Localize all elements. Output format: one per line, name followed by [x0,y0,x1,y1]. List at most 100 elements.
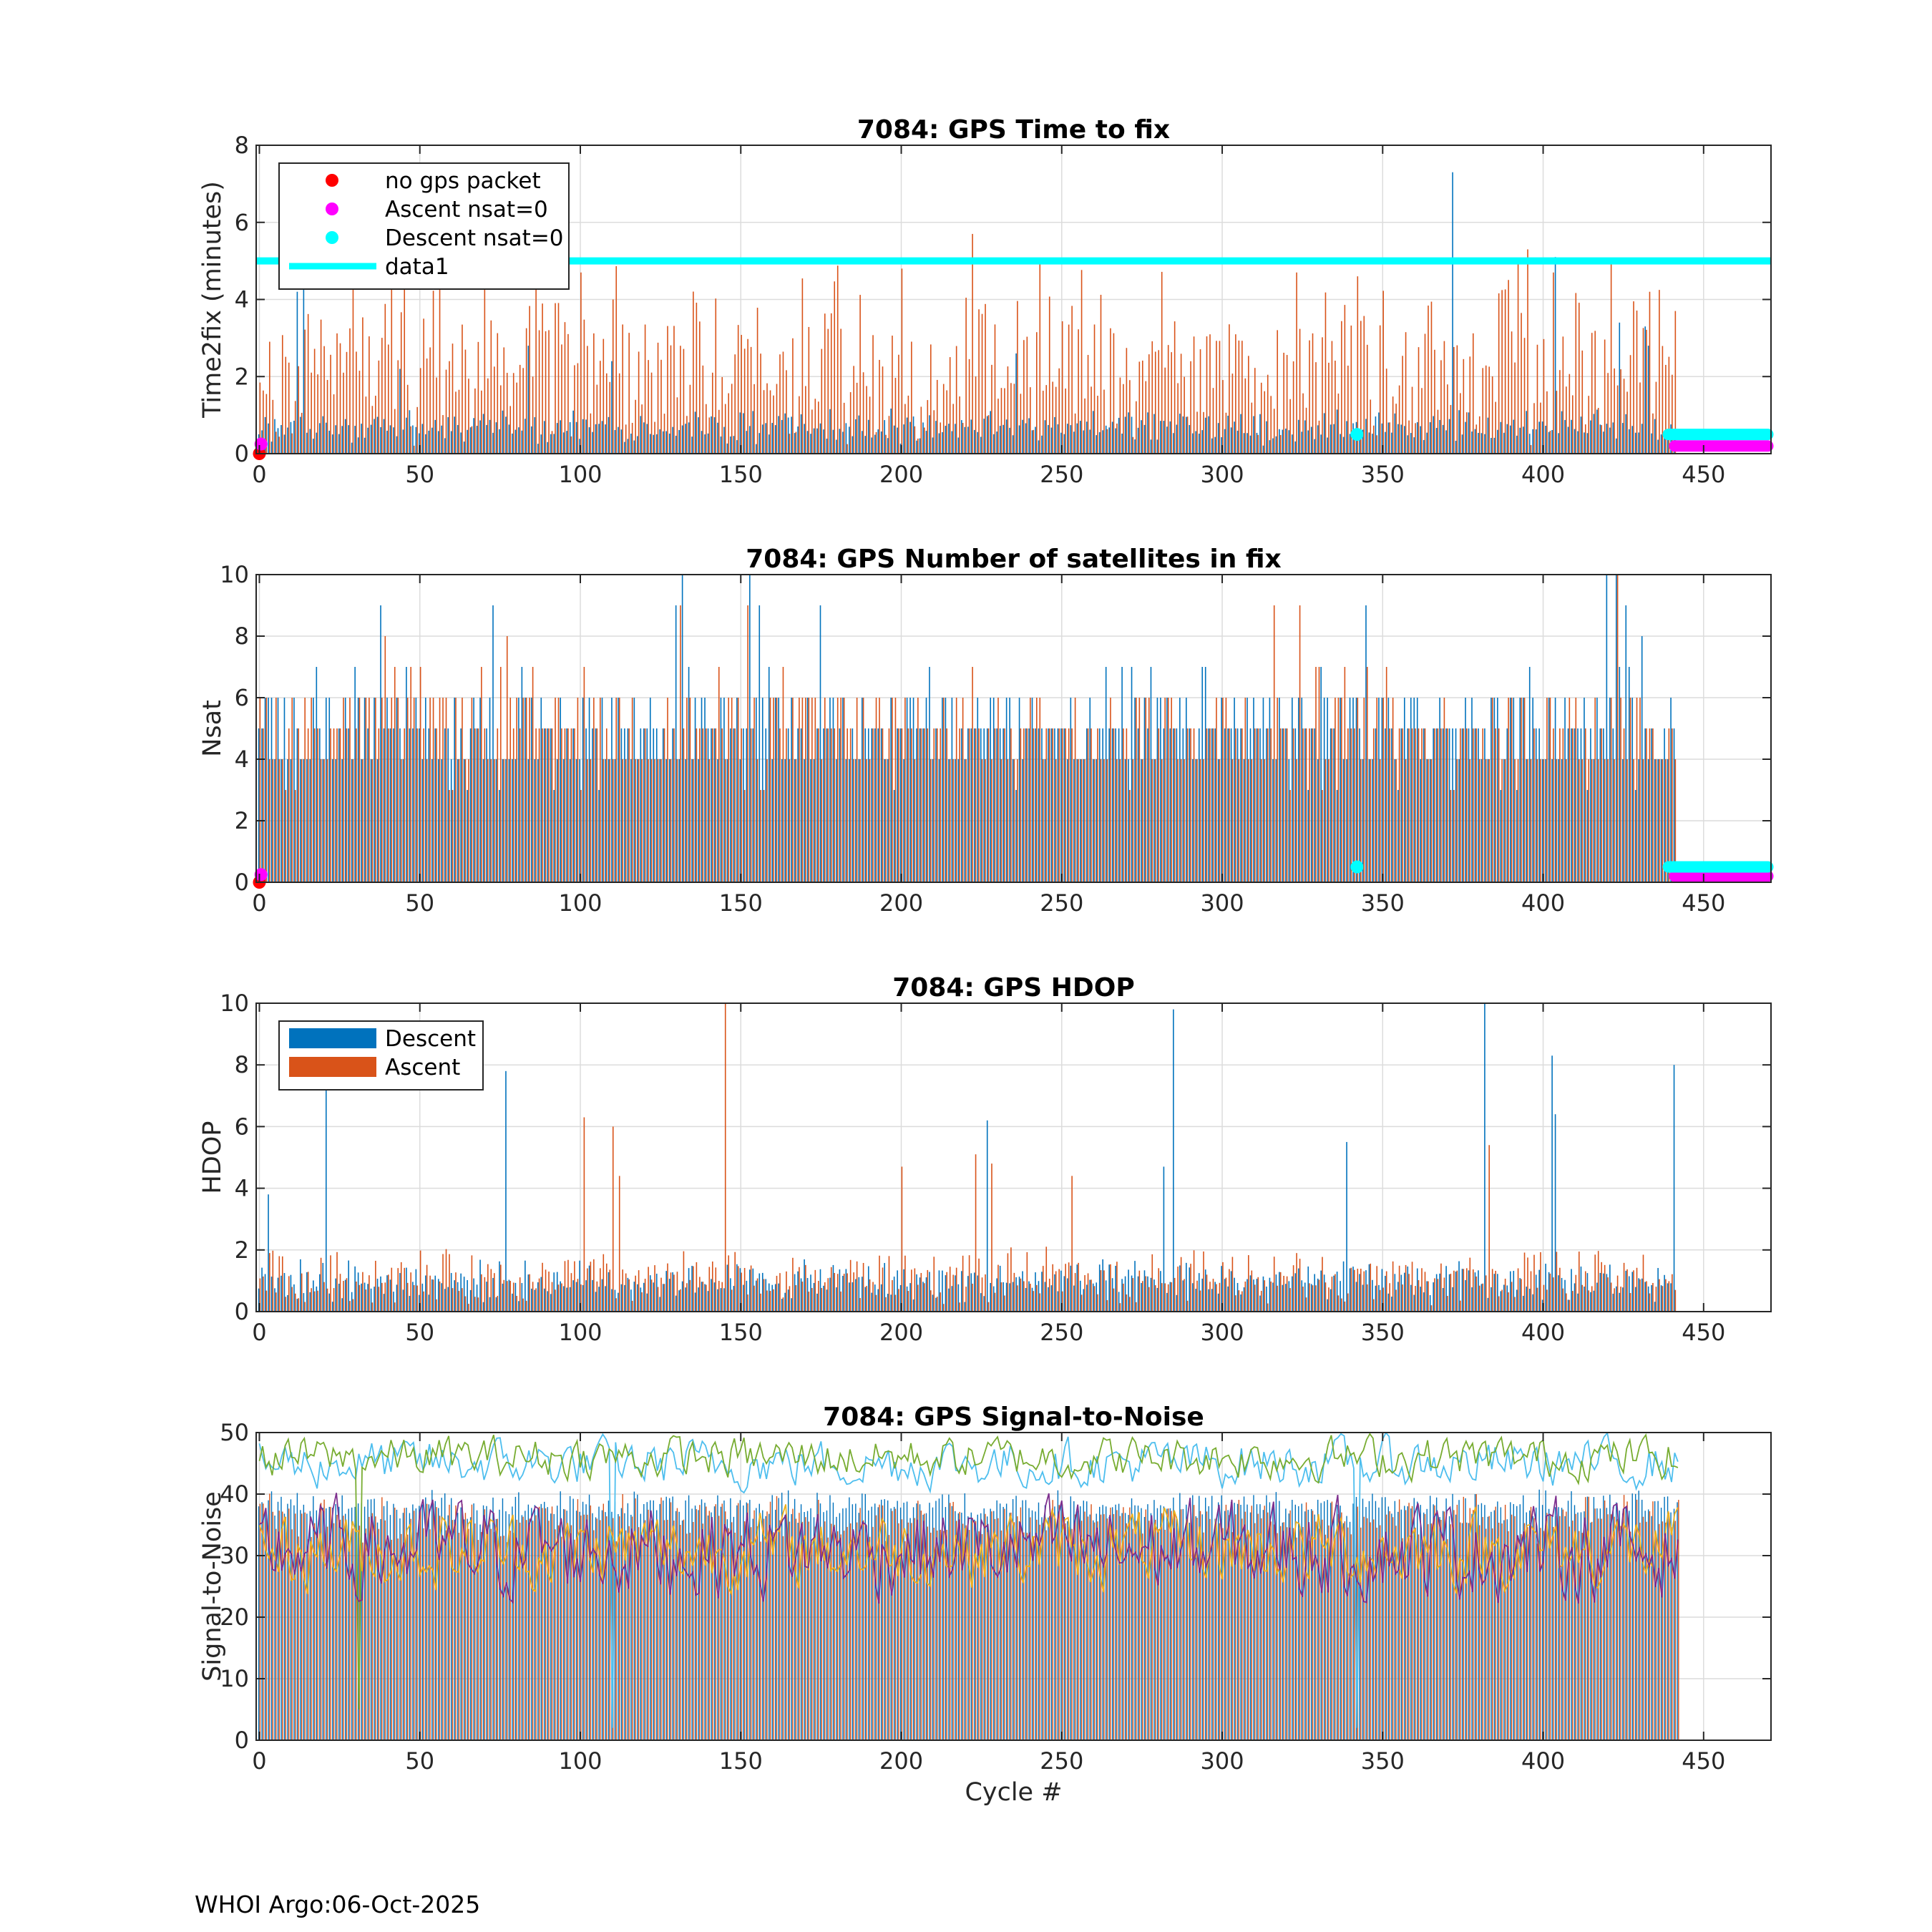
bar [1466,1268,1468,1312]
bar [810,1274,811,1312]
bar [992,434,995,454]
bar [1528,1289,1531,1312]
bar [354,426,356,454]
bar [724,759,726,882]
bar [1337,1514,1340,1740]
bar [1156,698,1158,882]
bar [739,1500,741,1740]
bar [1359,728,1360,882]
bar [1217,1502,1219,1740]
bar [1664,433,1665,454]
bar [749,1500,751,1740]
bar [1030,1284,1031,1312]
bar [991,759,992,882]
bar [1208,1289,1209,1312]
bar [1328,1287,1330,1312]
bar [386,698,388,882]
bar [638,1270,640,1312]
bar [1310,728,1312,882]
bar [624,728,625,882]
bar [1320,1270,1322,1312]
y-tick-label: 2 [235,807,249,834]
bar [983,1296,985,1312]
bar [967,728,969,882]
bar [1629,698,1631,882]
bar [1123,1283,1124,1312]
bar [1442,1288,1444,1312]
bar [506,1281,508,1312]
bar [1586,1273,1589,1312]
bar [306,1272,308,1312]
bar [680,1289,681,1312]
bar [561,1536,562,1740]
bar [1017,301,1018,454]
bar [609,759,611,882]
x-tick-label: 250 [1040,889,1083,917]
bar [711,728,713,882]
bar [1025,1287,1027,1312]
bar [1519,1504,1521,1740]
bar [551,1282,553,1312]
bar [1456,1504,1458,1740]
bar [1208,728,1209,882]
bar [625,759,627,882]
bar [1574,1283,1576,1312]
bar [1111,1278,1113,1312]
bar [663,1520,665,1740]
bar [1118,1292,1120,1312]
bar [431,1279,433,1312]
bar [566,1287,567,1312]
bar [1092,411,1094,454]
bar [1266,421,1267,454]
bar [1350,728,1352,882]
bar [1279,1272,1280,1312]
bar [283,434,286,454]
bar [1665,759,1667,882]
bar [1105,1280,1107,1312]
bar [328,698,331,882]
bar [1500,1291,1502,1312]
bar [263,1276,264,1312]
bar [425,434,426,454]
bar [1452,728,1453,882]
bar [555,1289,556,1312]
bar [1020,728,1022,882]
bar [681,575,683,882]
bar [641,759,643,882]
bar [287,759,288,882]
bar [538,728,540,882]
bar [1113,728,1115,882]
bar [1214,728,1216,882]
bar [1160,1505,1161,1740]
bar [1147,1276,1148,1312]
bar [1662,1521,1664,1740]
bar [518,698,519,882]
bar [1501,290,1503,454]
bar [1118,1503,1120,1740]
bar [766,759,768,882]
bar [1530,1271,1532,1312]
bar [1365,1270,1367,1312]
bar [693,1266,694,1312]
bar [715,298,717,454]
bar [1491,698,1492,882]
legend-swatch [326,203,338,215]
bar [323,1282,325,1312]
bar [625,1273,627,1312]
bar [964,759,966,882]
bar [633,440,635,454]
bar [959,396,960,454]
bar [914,426,916,454]
bar [1633,301,1634,454]
bar [553,790,555,882]
bar [837,1531,839,1740]
bar [1652,1501,1654,1740]
bar [810,759,811,882]
bar [786,728,787,882]
bar [445,369,447,454]
bar [890,408,892,454]
bar [994,1292,996,1312]
bar [882,1267,884,1312]
bar [283,698,286,882]
bar [1472,728,1474,882]
